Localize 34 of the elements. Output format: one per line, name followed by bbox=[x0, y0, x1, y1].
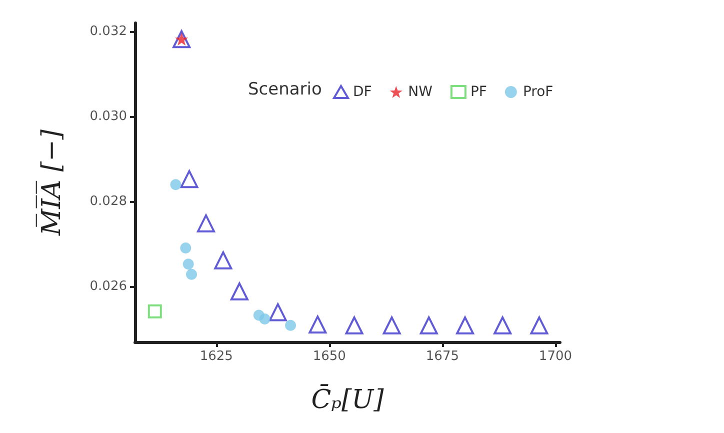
legend-title: Scenario bbox=[248, 80, 322, 100]
point bbox=[285, 320, 296, 331]
point bbox=[494, 316, 512, 334]
legend-label: ProF bbox=[522, 84, 554, 100]
y-axis-title: M̅I̅A̅ [−] bbox=[35, 128, 67, 237]
point bbox=[530, 316, 548, 334]
point bbox=[186, 268, 198, 280]
y-tick-label: 0.032 bbox=[90, 24, 127, 40]
point bbox=[182, 258, 194, 270]
y-tick-label: 0.028 bbox=[90, 194, 127, 210]
point bbox=[180, 242, 192, 254]
point bbox=[382, 316, 401, 334]
point bbox=[170, 179, 182, 190]
point bbox=[148, 304, 162, 318]
point bbox=[420, 316, 438, 334]
point bbox=[230, 282, 248, 300]
legend-label: PF bbox=[470, 84, 487, 100]
point bbox=[214, 251, 232, 270]
x-tick-label: 1650 bbox=[312, 349, 346, 364]
x-tick-label: 1625 bbox=[200, 349, 233, 364]
x-axis-title: C̄ₚ[U] bbox=[311, 383, 385, 415]
point bbox=[345, 316, 364, 334]
point bbox=[268, 303, 287, 322]
point bbox=[196, 214, 215, 232]
x-tick-label: 1700 bbox=[538, 349, 572, 364]
point bbox=[180, 170, 198, 188]
point bbox=[456, 316, 474, 334]
point bbox=[308, 316, 327, 334]
y-tick-label: 0.030 bbox=[90, 109, 127, 124]
legend-label: NW bbox=[408, 84, 433, 100]
point bbox=[259, 314, 270, 325]
x-tick-label: 1675 bbox=[426, 349, 459, 364]
y-tick-label: 0.026 bbox=[90, 279, 127, 294]
legend-label: DF bbox=[353, 84, 372, 100]
